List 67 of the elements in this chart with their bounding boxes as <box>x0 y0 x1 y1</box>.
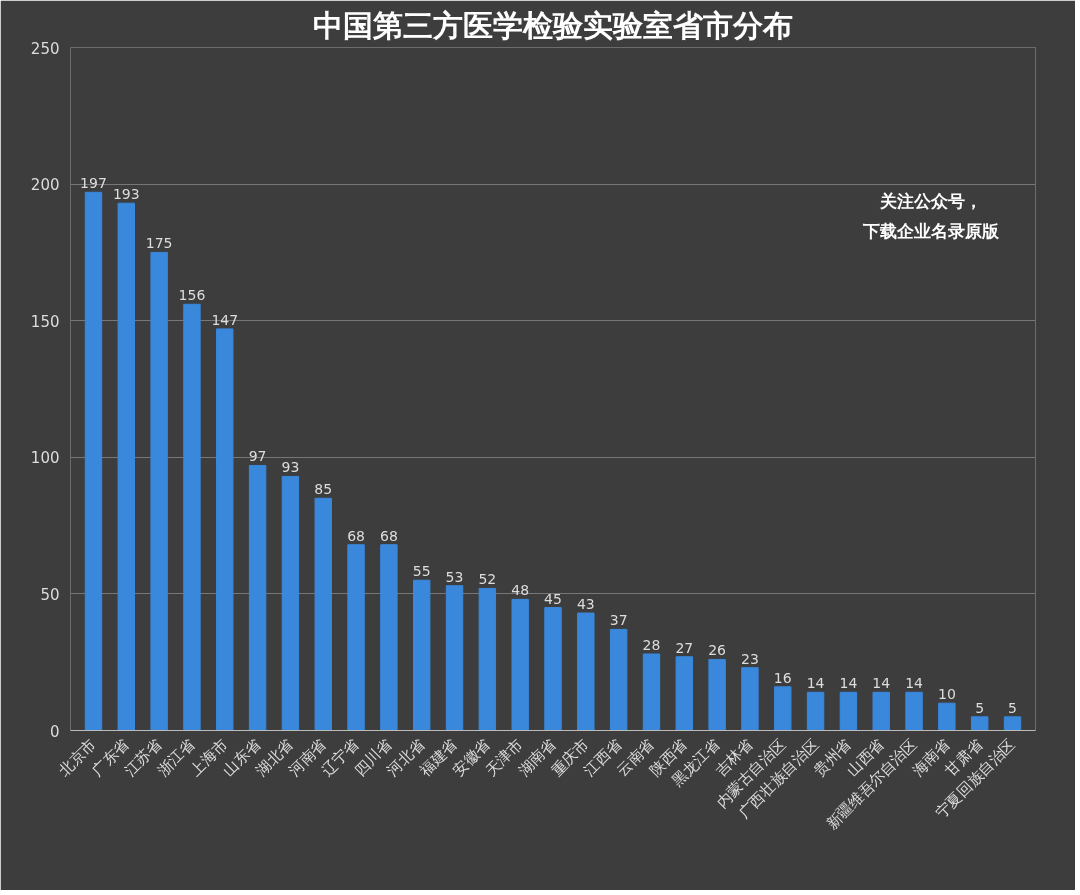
bar <box>938 702 956 731</box>
data-label: 48 <box>511 582 530 599</box>
data-label: 27 <box>675 639 694 656</box>
data-label: 16 <box>773 669 792 686</box>
bar <box>380 544 398 731</box>
bar <box>281 475 300 731</box>
bar <box>216 328 234 731</box>
chart-title: 中国第三方医学检验实验室省市分布 <box>313 7 793 43</box>
bar <box>1003 716 1022 731</box>
bar <box>774 686 792 731</box>
bar <box>445 585 464 731</box>
data-label: 14 <box>839 675 858 692</box>
bar <box>839 691 858 731</box>
data-label: 97 <box>248 448 267 465</box>
data-label: 5 <box>1008 699 1017 716</box>
data-label: 43 <box>576 596 595 613</box>
y-tick-label: 200 <box>30 176 60 195</box>
bar <box>609 628 628 731</box>
data-label: 68 <box>347 527 365 544</box>
data-label: 55 <box>412 563 431 580</box>
bar <box>806 691 825 731</box>
y-tick-label: 100 <box>30 449 60 468</box>
data-label: 85 <box>314 481 333 498</box>
data-label: 93 <box>281 459 300 476</box>
y-tick-label: 150 <box>30 312 60 331</box>
bar <box>675 656 693 731</box>
bar <box>741 667 759 731</box>
data-label: 14 <box>905 675 924 692</box>
data-label: 37 <box>609 612 628 629</box>
bar <box>708 658 726 731</box>
bar <box>347 544 365 731</box>
bar <box>970 716 989 731</box>
annotation: 下载企业名录原版 <box>861 220 1000 241</box>
bar <box>117 202 136 731</box>
data-label: 53 <box>445 568 464 585</box>
data-label: 14 <box>872 675 891 692</box>
bar <box>511 598 529 731</box>
bar <box>248 465 267 731</box>
bar <box>642 653 661 731</box>
bar <box>314 497 332 731</box>
y-tick-label: 50 <box>40 585 60 604</box>
data-label: 197 <box>80 175 107 192</box>
data-label: 156 <box>178 287 206 304</box>
data-label: 23 <box>741 650 759 667</box>
data-label: 28 <box>642 637 661 653</box>
y-tick-label: 0 <box>49 722 60 741</box>
y-tick-label: 250 <box>30 39 60 58</box>
data-label: 68 <box>379 527 398 544</box>
data-label: 175 <box>145 235 173 252</box>
data-label: 45 <box>544 590 562 607</box>
bar <box>478 587 497 731</box>
bar <box>150 251 168 731</box>
data-label: 52 <box>478 571 497 588</box>
bar <box>544 607 562 731</box>
bar <box>872 691 890 731</box>
bar <box>577 612 595 731</box>
bar <box>413 579 431 731</box>
data-label: 10 <box>937 686 956 703</box>
data-label: 147 <box>211 311 239 328</box>
bar <box>183 303 201 731</box>
bar <box>84 191 103 731</box>
bar <box>905 691 923 731</box>
annotation: 关注公众号， <box>878 190 982 211</box>
data-label: 26 <box>708 642 727 659</box>
data-label: 5 <box>975 699 985 716</box>
data-label: 14 <box>806 675 825 692</box>
data-label: 193 <box>112 186 140 203</box>
